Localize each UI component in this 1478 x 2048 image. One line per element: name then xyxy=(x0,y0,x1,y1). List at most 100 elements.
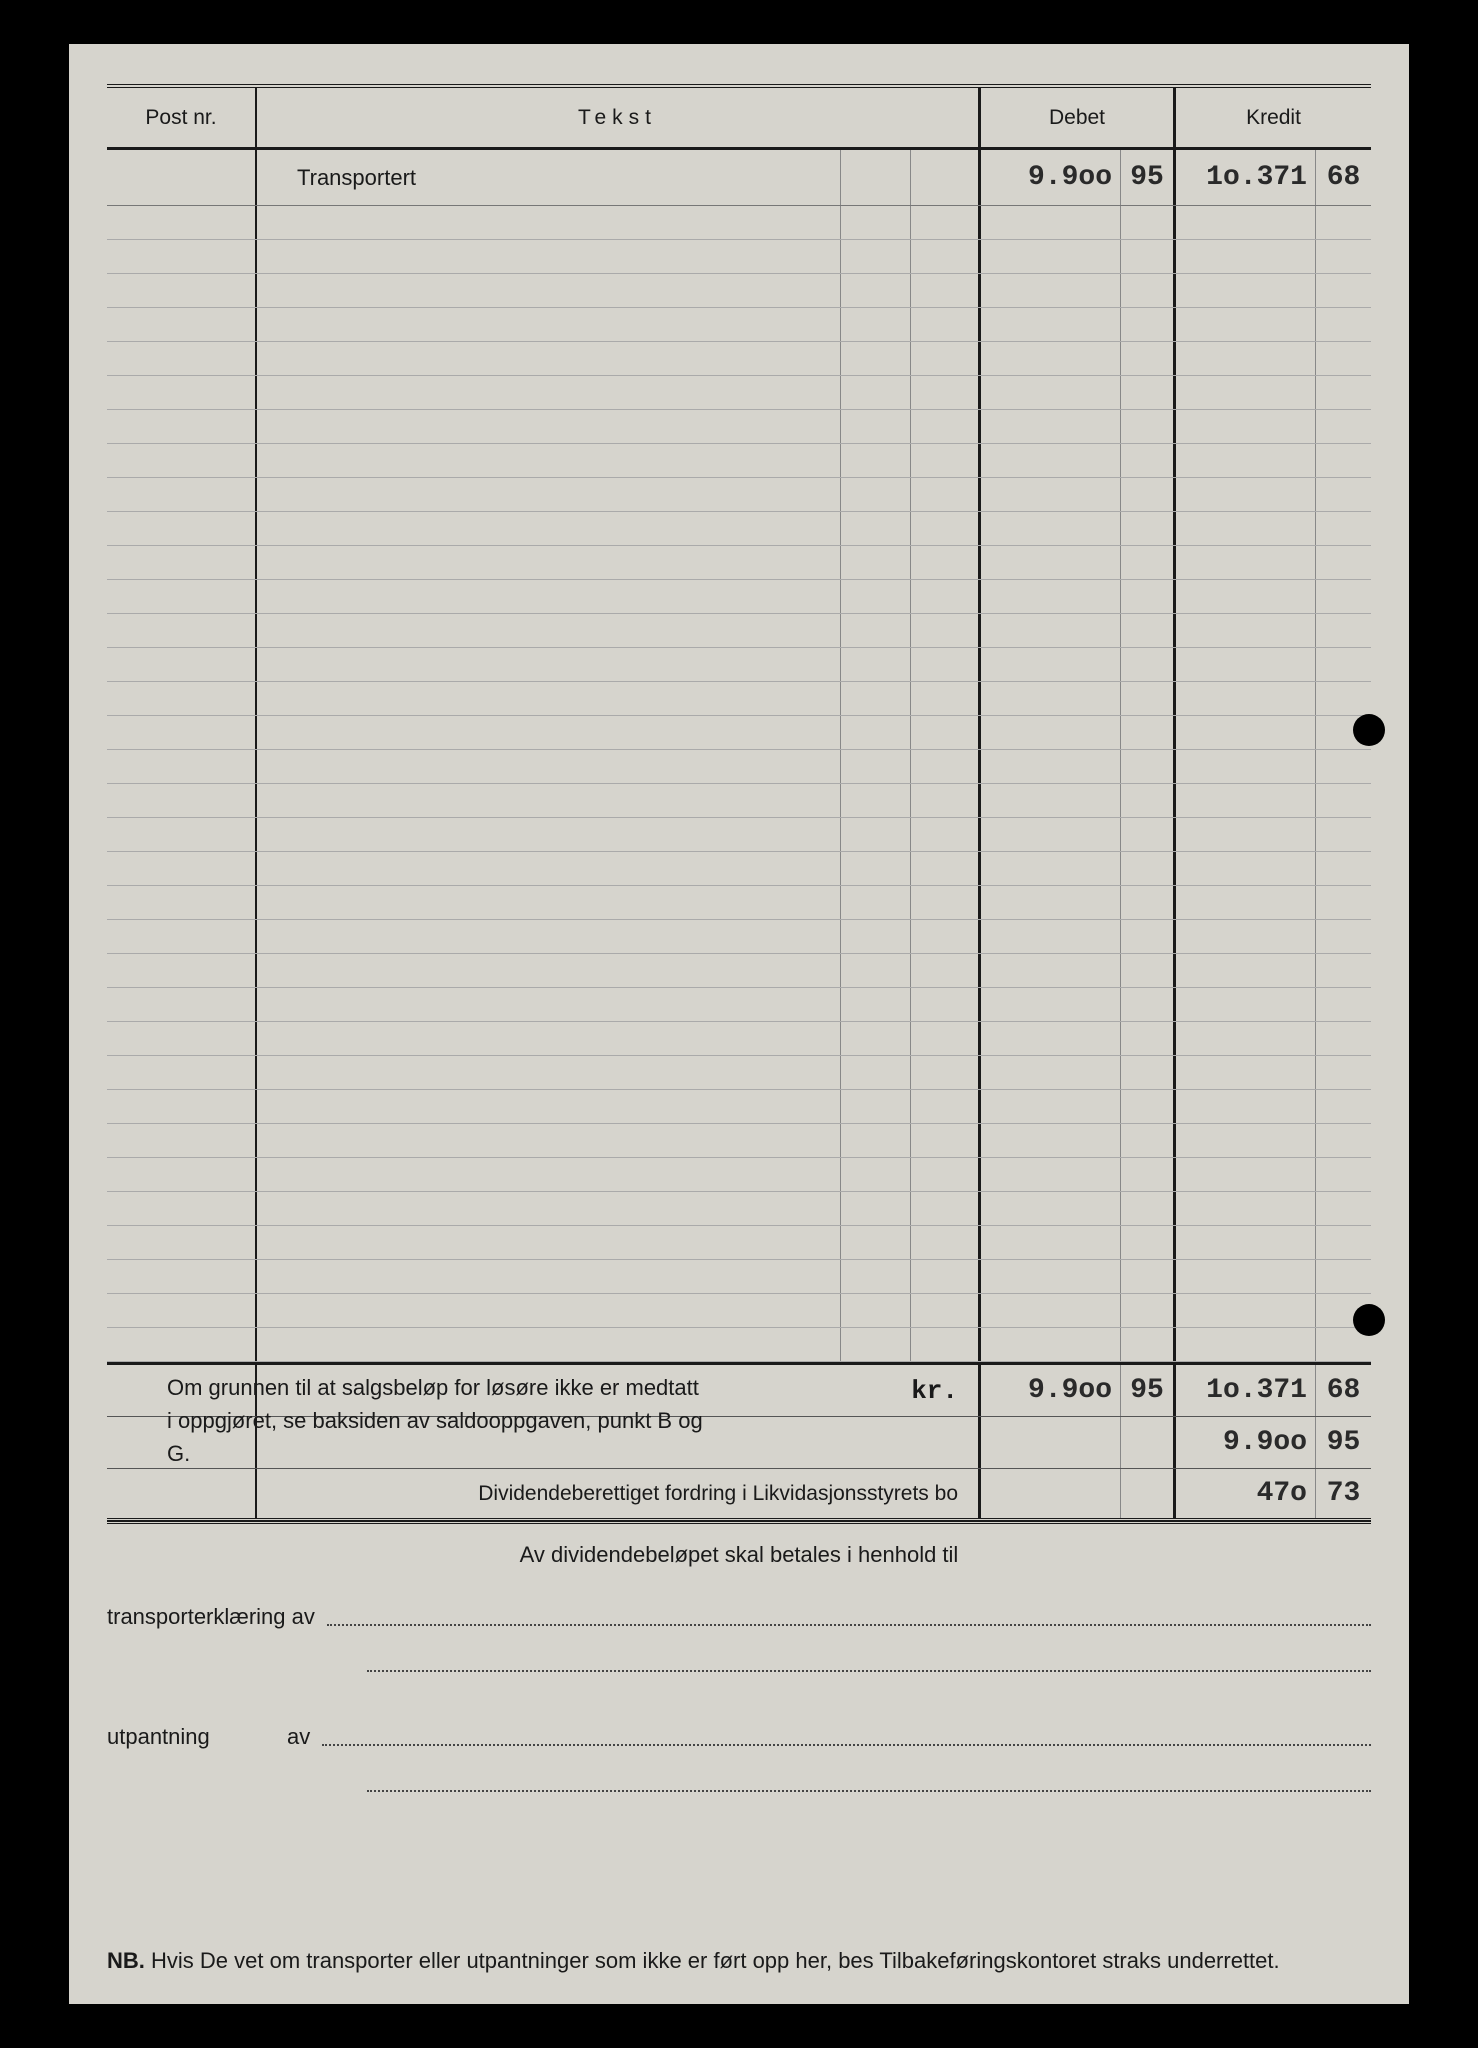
cell-sub xyxy=(911,376,981,409)
cell-postnr xyxy=(107,852,257,885)
cell-debet-main xyxy=(981,376,1121,409)
cell-kredit-main xyxy=(1176,444,1316,477)
cell-sub xyxy=(841,546,911,579)
cell-debet-cents xyxy=(1121,342,1176,375)
cell-sub xyxy=(841,818,911,851)
table-row xyxy=(107,444,1371,478)
cell-debet-cents xyxy=(1121,614,1176,647)
cell-debet-cents xyxy=(1121,988,1176,1021)
cell-sub xyxy=(911,1022,981,1055)
cell-debet-main xyxy=(981,1294,1121,1327)
cell-debet-main xyxy=(981,648,1121,681)
cell-tekst xyxy=(257,1022,841,1055)
cell-tekst xyxy=(257,342,841,375)
cell-kredit-main xyxy=(1176,342,1316,375)
cell-kredit-main: 1o.371 xyxy=(1176,150,1316,205)
cell-sub xyxy=(841,648,911,681)
cell-sub2 xyxy=(911,150,981,205)
cell-tekst xyxy=(257,886,841,919)
cell-kredit-main xyxy=(1176,1192,1316,1225)
cell-kredit-cents xyxy=(1316,682,1371,715)
table-row xyxy=(107,1226,1371,1260)
cell-kredit-cents xyxy=(1316,784,1371,817)
cell-postnr xyxy=(107,682,257,715)
cell-sub xyxy=(911,274,981,307)
cell-tekst xyxy=(257,1192,841,1225)
cell-tekst: Transportert xyxy=(257,150,841,205)
cell-tekst xyxy=(257,988,841,1021)
cell-sub xyxy=(841,716,911,749)
cell-postnr xyxy=(107,342,257,375)
table-row xyxy=(107,920,1371,954)
cell-postnr xyxy=(107,886,257,919)
nb-text: Hvis De vet om transporter eller utpantn… xyxy=(151,1948,1280,1973)
cell-postnr xyxy=(107,1294,257,1327)
cell-debet-cents xyxy=(1121,512,1176,545)
cell-kredit-cents xyxy=(1316,1260,1371,1293)
cell-kredit-main xyxy=(1176,988,1316,1021)
cell-debet-main xyxy=(981,240,1121,273)
cell-postnr xyxy=(107,308,257,341)
cell-sub xyxy=(841,444,911,477)
cell-postnr xyxy=(107,410,257,443)
cell-kredit-cents xyxy=(1316,546,1371,579)
cell-kredit-main xyxy=(1176,580,1316,613)
dotted-line xyxy=(367,1670,1371,1672)
cell-debet-cents xyxy=(1121,1260,1176,1293)
cell-postnr xyxy=(107,1158,257,1191)
table-row xyxy=(107,240,1371,274)
cell-kredit-main xyxy=(1176,784,1316,817)
table-row xyxy=(107,648,1371,682)
cell-kredit-cents xyxy=(1316,410,1371,443)
cell-kredit-main xyxy=(1176,716,1316,749)
cell-kredit-cents xyxy=(1316,512,1371,545)
cell-sub xyxy=(841,682,911,715)
cell-kredit-main xyxy=(1176,614,1316,647)
cell-kredit-cents xyxy=(1316,1022,1371,1055)
cell-debet-main xyxy=(981,444,1121,477)
cell-debet-cents xyxy=(1121,240,1176,273)
cell-postnr xyxy=(107,206,257,239)
cell-kredit-cents xyxy=(1316,206,1371,239)
cell-sub xyxy=(911,1192,981,1225)
table-row xyxy=(107,206,1371,240)
summary-row-dividend: Dividendeberettiget fordring i Likvidasj… xyxy=(107,1469,1371,1521)
cell-sub xyxy=(841,1022,911,1055)
table-row xyxy=(107,988,1371,1022)
cell-debet-main xyxy=(981,478,1121,511)
cell-debet-cents xyxy=(1121,648,1176,681)
cell-sub xyxy=(911,1090,981,1123)
cell-sub xyxy=(841,1124,911,1157)
cell-kredit-main xyxy=(1176,1328,1316,1361)
ledger-table: Post nr. Tekst Debet Kredit Transportert… xyxy=(107,84,1371,1524)
cell-postnr xyxy=(107,478,257,511)
cell-debet-cents xyxy=(1121,1090,1176,1123)
cell-sub1 xyxy=(841,150,911,205)
cell-sub xyxy=(841,274,911,307)
cell-kredit-main xyxy=(1176,1056,1316,1089)
cell-debet-cents xyxy=(1121,308,1176,341)
cell-sub xyxy=(911,920,981,953)
cell-sub xyxy=(911,478,981,511)
header-debet: Debet xyxy=(981,88,1176,147)
cell-kredit-cents xyxy=(1316,444,1371,477)
transport-declaration-row: transporterklæring av xyxy=(107,1592,1371,1630)
cell-tekst xyxy=(257,308,841,341)
cell-postnr xyxy=(107,1328,257,1361)
sum1-kredit-main: 1o.371 xyxy=(1176,1365,1316,1416)
cell-tekst xyxy=(257,546,841,579)
table-row xyxy=(107,546,1371,580)
cell-postnr xyxy=(107,1022,257,1055)
cell-sub xyxy=(911,682,981,715)
cell-sub xyxy=(841,1226,911,1259)
cell-debet-cents xyxy=(1121,1192,1176,1225)
cell-kredit-cents xyxy=(1316,1090,1371,1123)
sum3-kredit-cents: 73 xyxy=(1316,1469,1371,1518)
cell-tekst xyxy=(257,410,841,443)
cell-kredit-main xyxy=(1176,376,1316,409)
cell-debet-cents xyxy=(1121,1022,1176,1055)
cell-postnr xyxy=(107,376,257,409)
sum3-kredit-main: 47o xyxy=(1176,1469,1316,1518)
cell-debet-main: 9.9oo xyxy=(981,150,1121,205)
table-row xyxy=(107,1022,1371,1056)
